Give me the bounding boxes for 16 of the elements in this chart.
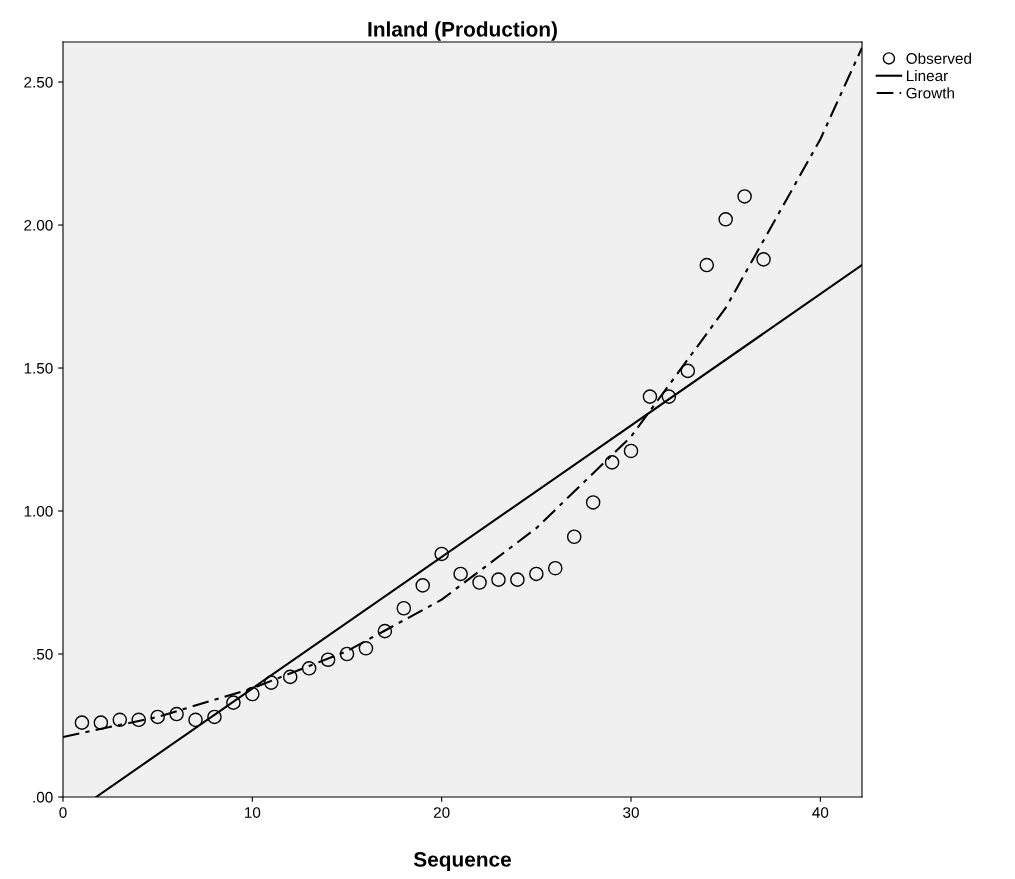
y-tick-label: 1.50 xyxy=(24,362,53,374)
y-tick-label: 2.00 xyxy=(24,219,53,231)
y-tick-label: .00 xyxy=(33,791,53,803)
legend-label: Observed xyxy=(906,52,971,64)
legend-label: Growth xyxy=(906,87,954,99)
x-tick-label: 10 xyxy=(245,807,261,818)
chart-title: Inland (Production) xyxy=(368,21,557,41)
x-tick-label: 0 xyxy=(59,807,67,818)
y-tick-label: .50 xyxy=(33,648,53,660)
legend-label: Linear xyxy=(906,69,948,82)
x-tick-label: 20 xyxy=(433,807,450,818)
y-tick-label: 2.50 xyxy=(24,76,53,88)
x-tick-label: 30 xyxy=(623,807,639,818)
x-tick-label: 40 xyxy=(812,807,829,818)
x-axis-title: Sequence xyxy=(413,852,511,871)
y-tick-label: 1.00 xyxy=(24,505,53,517)
